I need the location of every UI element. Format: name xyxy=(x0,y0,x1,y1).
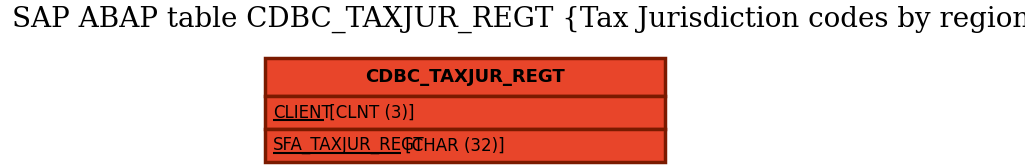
Text: CDBC_TAXJUR_REGT: CDBC_TAXJUR_REGT xyxy=(365,68,565,86)
Text: CLIENT: CLIENT xyxy=(273,103,332,121)
Bar xyxy=(265,129,665,162)
Text: SFA_TAXJUR_REGT: SFA_TAXJUR_REGT xyxy=(273,136,424,154)
Bar xyxy=(265,58,665,96)
Text: [CLNT (3)]: [CLNT (3)] xyxy=(324,103,414,121)
Text: SAP ABAP table CDBC_TAXJUR_REGT {Tax Jurisdiction codes by region}: SAP ABAP table CDBC_TAXJUR_REGT {Tax Jur… xyxy=(12,6,1025,33)
Text: [CHAR (32)]: [CHAR (32)] xyxy=(401,136,505,154)
Bar xyxy=(265,96,665,129)
